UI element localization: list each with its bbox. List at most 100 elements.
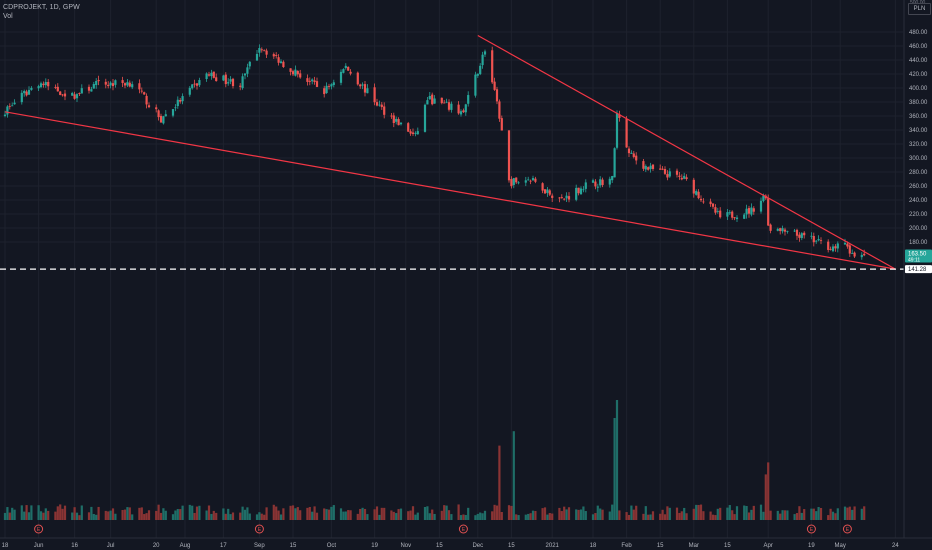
volume-bar bbox=[447, 510, 451, 520]
candle-body bbox=[131, 84, 134, 88]
candle-body bbox=[327, 86, 331, 87]
volume-bar bbox=[663, 514, 667, 520]
candle-body bbox=[176, 99, 179, 107]
volume-bar bbox=[104, 510, 107, 520]
candlesticks bbox=[3, 44, 866, 260]
volume-bar bbox=[327, 509, 331, 520]
candle-body bbox=[479, 65, 482, 75]
candle-body bbox=[834, 246, 837, 249]
candle-body bbox=[111, 83, 115, 87]
volume-bar bbox=[608, 511, 611, 520]
volume-bar bbox=[560, 511, 563, 520]
volume-bar bbox=[107, 511, 110, 520]
y-tick-label: 360.00 bbox=[909, 114, 928, 120]
candle-body bbox=[8, 105, 11, 107]
volume-bar bbox=[241, 506, 244, 520]
volume-bar bbox=[47, 510, 50, 520]
candle-body bbox=[212, 71, 215, 78]
candle-body bbox=[143, 92, 146, 95]
volume-bar bbox=[25, 505, 28, 520]
candle-body bbox=[483, 51, 487, 55]
candle-body bbox=[11, 105, 14, 107]
candle-body bbox=[282, 61, 285, 68]
candle-body bbox=[20, 92, 23, 103]
symbol-title[interactable]: CDPROJEKT, 1D, GPW bbox=[3, 4, 80, 11]
volume-bar bbox=[644, 506, 647, 520]
candle-body bbox=[517, 182, 520, 184]
price-label-countdown: 49:11 bbox=[908, 258, 920, 264]
volume-bar bbox=[565, 509, 568, 520]
candle-body bbox=[695, 191, 698, 195]
volume-bar bbox=[493, 504, 496, 520]
time-axis[interactable]: 18 Jun 16 Jul 20 Aug 17 Sep 15 Oct 19 Nov 15 Dec 15 202… bbox=[0, 537, 932, 549]
candle-body bbox=[812, 236, 815, 243]
candle-body bbox=[649, 165, 652, 170]
volume-bar bbox=[627, 514, 631, 520]
currency-button[interactable]: PLN bbox=[908, 3, 931, 15]
candle-body bbox=[685, 177, 688, 180]
volume-bar bbox=[39, 511, 43, 520]
x-tick-label: 17 bbox=[220, 543, 227, 549]
candle-body bbox=[683, 175, 686, 179]
volume-bar bbox=[265, 507, 268, 520]
volume-bar bbox=[13, 509, 16, 520]
earnings-icon bbox=[458, 524, 468, 534]
candle-body bbox=[332, 82, 335, 85]
candle-body bbox=[179, 100, 182, 102]
volume-bar bbox=[500, 511, 503, 520]
candle-body bbox=[630, 152, 633, 154]
candle-body bbox=[37, 86, 40, 89]
volume-bar bbox=[779, 513, 782, 520]
candle-body bbox=[541, 183, 544, 191]
volume-bar bbox=[121, 509, 124, 520]
volume-bar bbox=[155, 510, 158, 520]
candle-body bbox=[565, 195, 568, 199]
candle-body bbox=[42, 83, 45, 86]
trendlines[interactable] bbox=[0, 34, 904, 270]
candle-body bbox=[75, 94, 79, 99]
x-tick-label: Oct bbox=[327, 543, 337, 549]
candle-body bbox=[831, 246, 835, 252]
volume-bar bbox=[819, 507, 823, 520]
candle-body bbox=[275, 55, 278, 56]
candle-body bbox=[615, 112, 619, 148]
candle-body bbox=[491, 50, 494, 83]
volume-bar bbox=[524, 514, 527, 520]
candle-body bbox=[711, 203, 715, 207]
volume-bar bbox=[323, 508, 326, 520]
candle-body bbox=[781, 228, 784, 232]
volume-bar bbox=[159, 512, 163, 520]
earnings-icon bbox=[842, 524, 852, 534]
volume-bar bbox=[114, 513, 117, 520]
volume-legend[interactable]: Vol bbox=[3, 13, 13, 20]
candle-body bbox=[635, 155, 638, 161]
candle-body bbox=[399, 122, 403, 125]
volume-bar bbox=[695, 504, 698, 520]
candle-body bbox=[395, 118, 398, 122]
candle-body bbox=[145, 95, 148, 105]
candle-body bbox=[229, 79, 232, 82]
volume-bar bbox=[138, 507, 141, 520]
candle-body bbox=[92, 84, 95, 89]
volume-bar bbox=[325, 509, 328, 520]
candle-body bbox=[776, 228, 779, 231]
volume-bar bbox=[212, 510, 215, 520]
volume-bar bbox=[481, 513, 484, 520]
candle-body bbox=[323, 88, 326, 95]
volume-bar bbox=[426, 506, 429, 520]
y-tick-label: 480.00 bbox=[909, 30, 928, 36]
volume-bar bbox=[255, 514, 259, 520]
candle-body bbox=[39, 83, 43, 88]
candle-body bbox=[567, 196, 571, 200]
volume-bar bbox=[534, 510, 537, 520]
price-axis[interactable]: 480.00 460.00 440.00 420.00 400.00 380.00 360.… bbox=[903, 0, 928, 538]
candle-body bbox=[366, 88, 369, 94]
candle-body bbox=[80, 88, 83, 94]
volume-bar bbox=[128, 507, 131, 520]
candle-body bbox=[651, 164, 655, 169]
volume-bar bbox=[258, 512, 261, 520]
candle-body bbox=[330, 84, 333, 87]
